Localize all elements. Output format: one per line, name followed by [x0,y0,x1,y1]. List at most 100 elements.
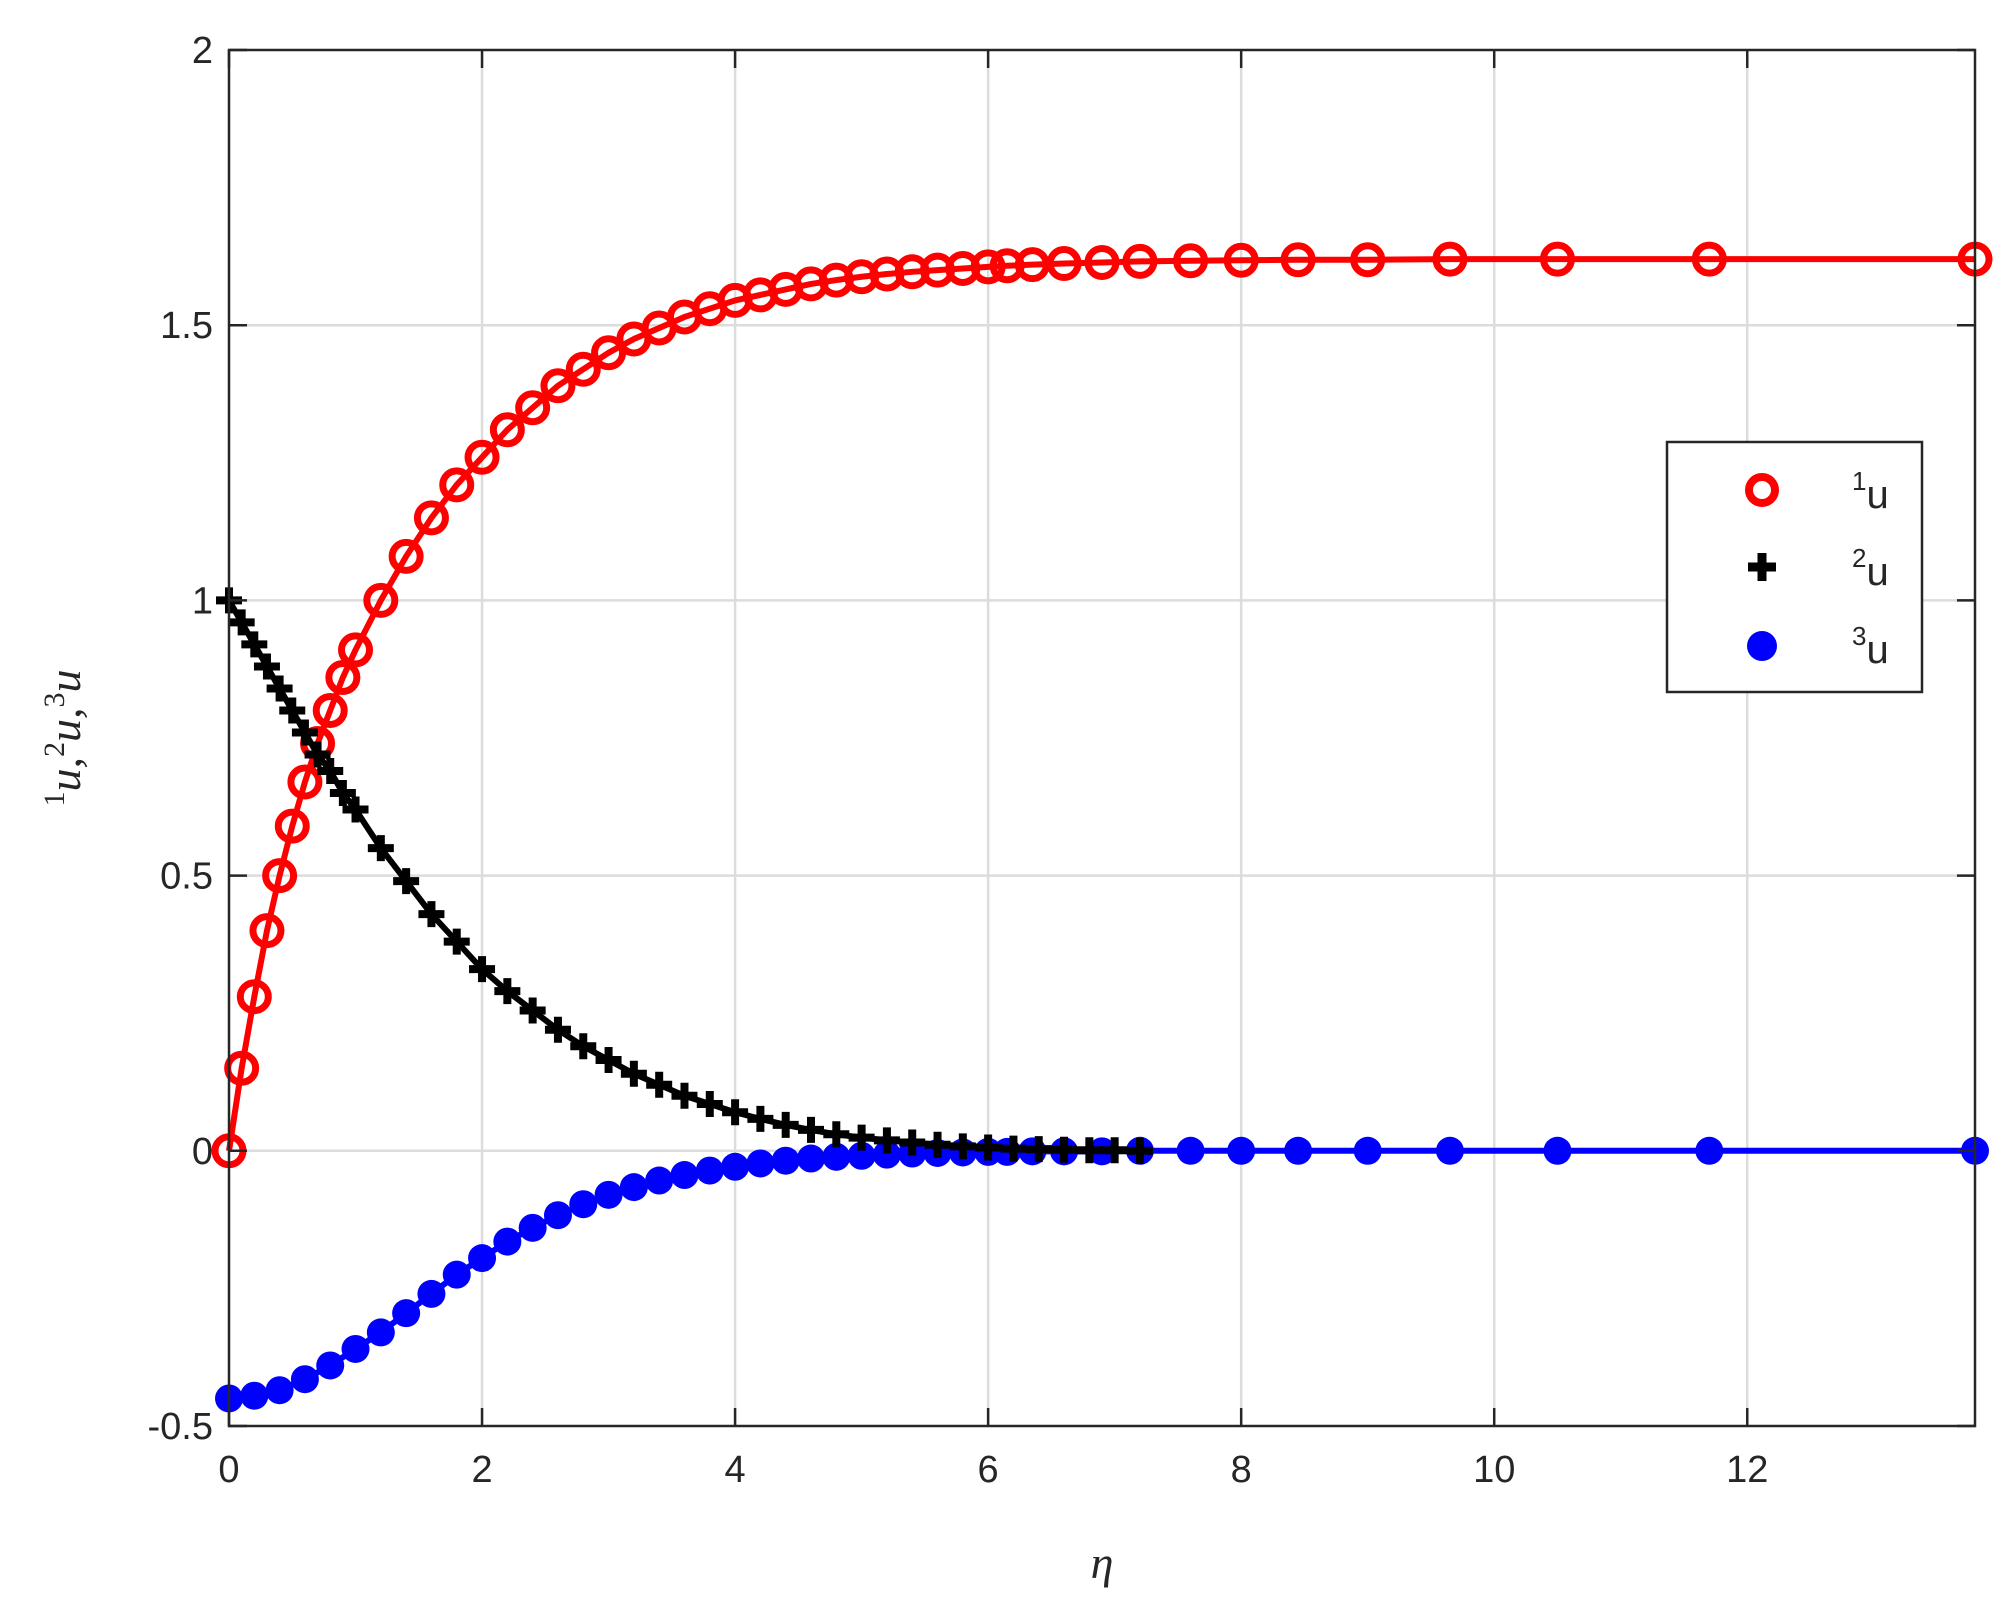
x-tick-label: 4 [725,1449,746,1491]
data-point [772,1111,799,1138]
legend: 1u 2u 3u [1665,440,1924,694]
data-point [746,1149,775,1178]
x-tick-label: 10 [1473,1449,1515,1491]
x-tick-label: 6 [978,1449,999,1491]
legend-label-series-3: 3u [1852,621,1889,672]
data-point [494,978,521,1005]
y-title-base-1: u, [39,757,90,792]
x-axis-title: η [1091,1537,1114,1588]
data-point [366,1318,395,1347]
y-axis-title: 1u,2u,3u [38,670,90,807]
y-title-sup-1: 1 [38,792,71,807]
data-point [1076,1137,1103,1164]
series-2 [216,587,1153,1164]
data-point [1084,244,1120,280]
plot-frame [227,48,1977,1428]
data-point [540,368,576,404]
data-point [1280,242,1316,278]
data-point [1173,243,1209,279]
data-point [899,1129,926,1156]
data-point [646,1071,673,1098]
data-point [266,675,293,702]
data-point [240,1381,269,1410]
data-point [439,467,475,503]
data-point [515,390,551,426]
data-point [798,1116,824,1143]
data-point [279,697,306,724]
data-point [1432,241,1468,277]
x-tick-label: 0 [218,1449,239,1491]
data-point [228,609,255,636]
data-point [329,780,356,807]
data-point [1223,242,1259,278]
x-tick-label: 2 [471,1449,492,1491]
data-point [393,868,420,895]
data-point [949,1133,976,1160]
legend-label-series-1: 1u [1852,466,1889,517]
data-point [304,741,331,768]
data-point [418,901,445,928]
y-tick-label: 0 [192,1131,213,1173]
data-point [290,1365,319,1394]
data-point [316,1351,345,1380]
ticks: 0 2 4 6 8 10 12-0.500.511.52 [148,30,1975,1491]
data-point [1051,1136,1078,1163]
legend-label-series-2: 2u [1852,543,1889,594]
data-point [413,500,449,536]
data-point [1000,1135,1027,1162]
data-point [241,631,268,658]
data-point [1046,246,1082,282]
data-point [569,1190,598,1219]
data-point [822,1142,851,1171]
data-point [1543,1136,1572,1165]
data-point [493,1227,522,1256]
data-point [570,1033,597,1060]
legend-marker-series-3 [1747,631,1777,661]
y-tick-label: -0.5 [148,1406,213,1448]
data-point [442,1260,471,1289]
data-point [1353,1136,1382,1165]
data-point [1350,242,1386,278]
data-point [262,858,298,894]
data-point [317,758,344,785]
data-point [1126,1137,1153,1164]
data-point [620,1060,647,1087]
data-point [312,692,348,728]
y-tick-label: 1 [192,580,213,622]
data-point [591,335,627,371]
data-point [544,1016,571,1043]
data-point [970,249,1006,285]
data-point [848,1124,875,1151]
data-point [1176,1136,1205,1165]
data-point [443,928,470,955]
data-point [1284,1136,1313,1165]
y-title-sup-3: 3 [38,693,71,708]
data-point [342,796,369,823]
data-point [565,351,601,387]
data-point [695,1156,724,1185]
data-point [518,1213,547,1242]
data-point [595,1046,622,1073]
series-1 [211,241,1993,1169]
data-point [519,997,546,1024]
data-point [924,1131,951,1158]
series-layer [211,241,1993,1413]
data-point [325,659,361,695]
data-point [1691,241,1727,277]
y-tick-label: 0.5 [160,856,213,898]
data-point [797,1144,825,1173]
data-point [873,1127,900,1154]
data-point [469,956,496,983]
data-point [594,1180,623,1209]
y-title-base-3: u [39,670,90,693]
data-point [249,913,285,949]
legend-box [1665,440,1924,694]
data-point [847,1141,876,1170]
legend-marker-series-1 [1745,473,1779,507]
data-point [543,1201,572,1230]
data-point [468,1244,497,1273]
data-point [1695,1136,1724,1165]
data-point [696,1091,723,1118]
data-point [236,979,272,1015]
data-point [1025,1136,1052,1163]
